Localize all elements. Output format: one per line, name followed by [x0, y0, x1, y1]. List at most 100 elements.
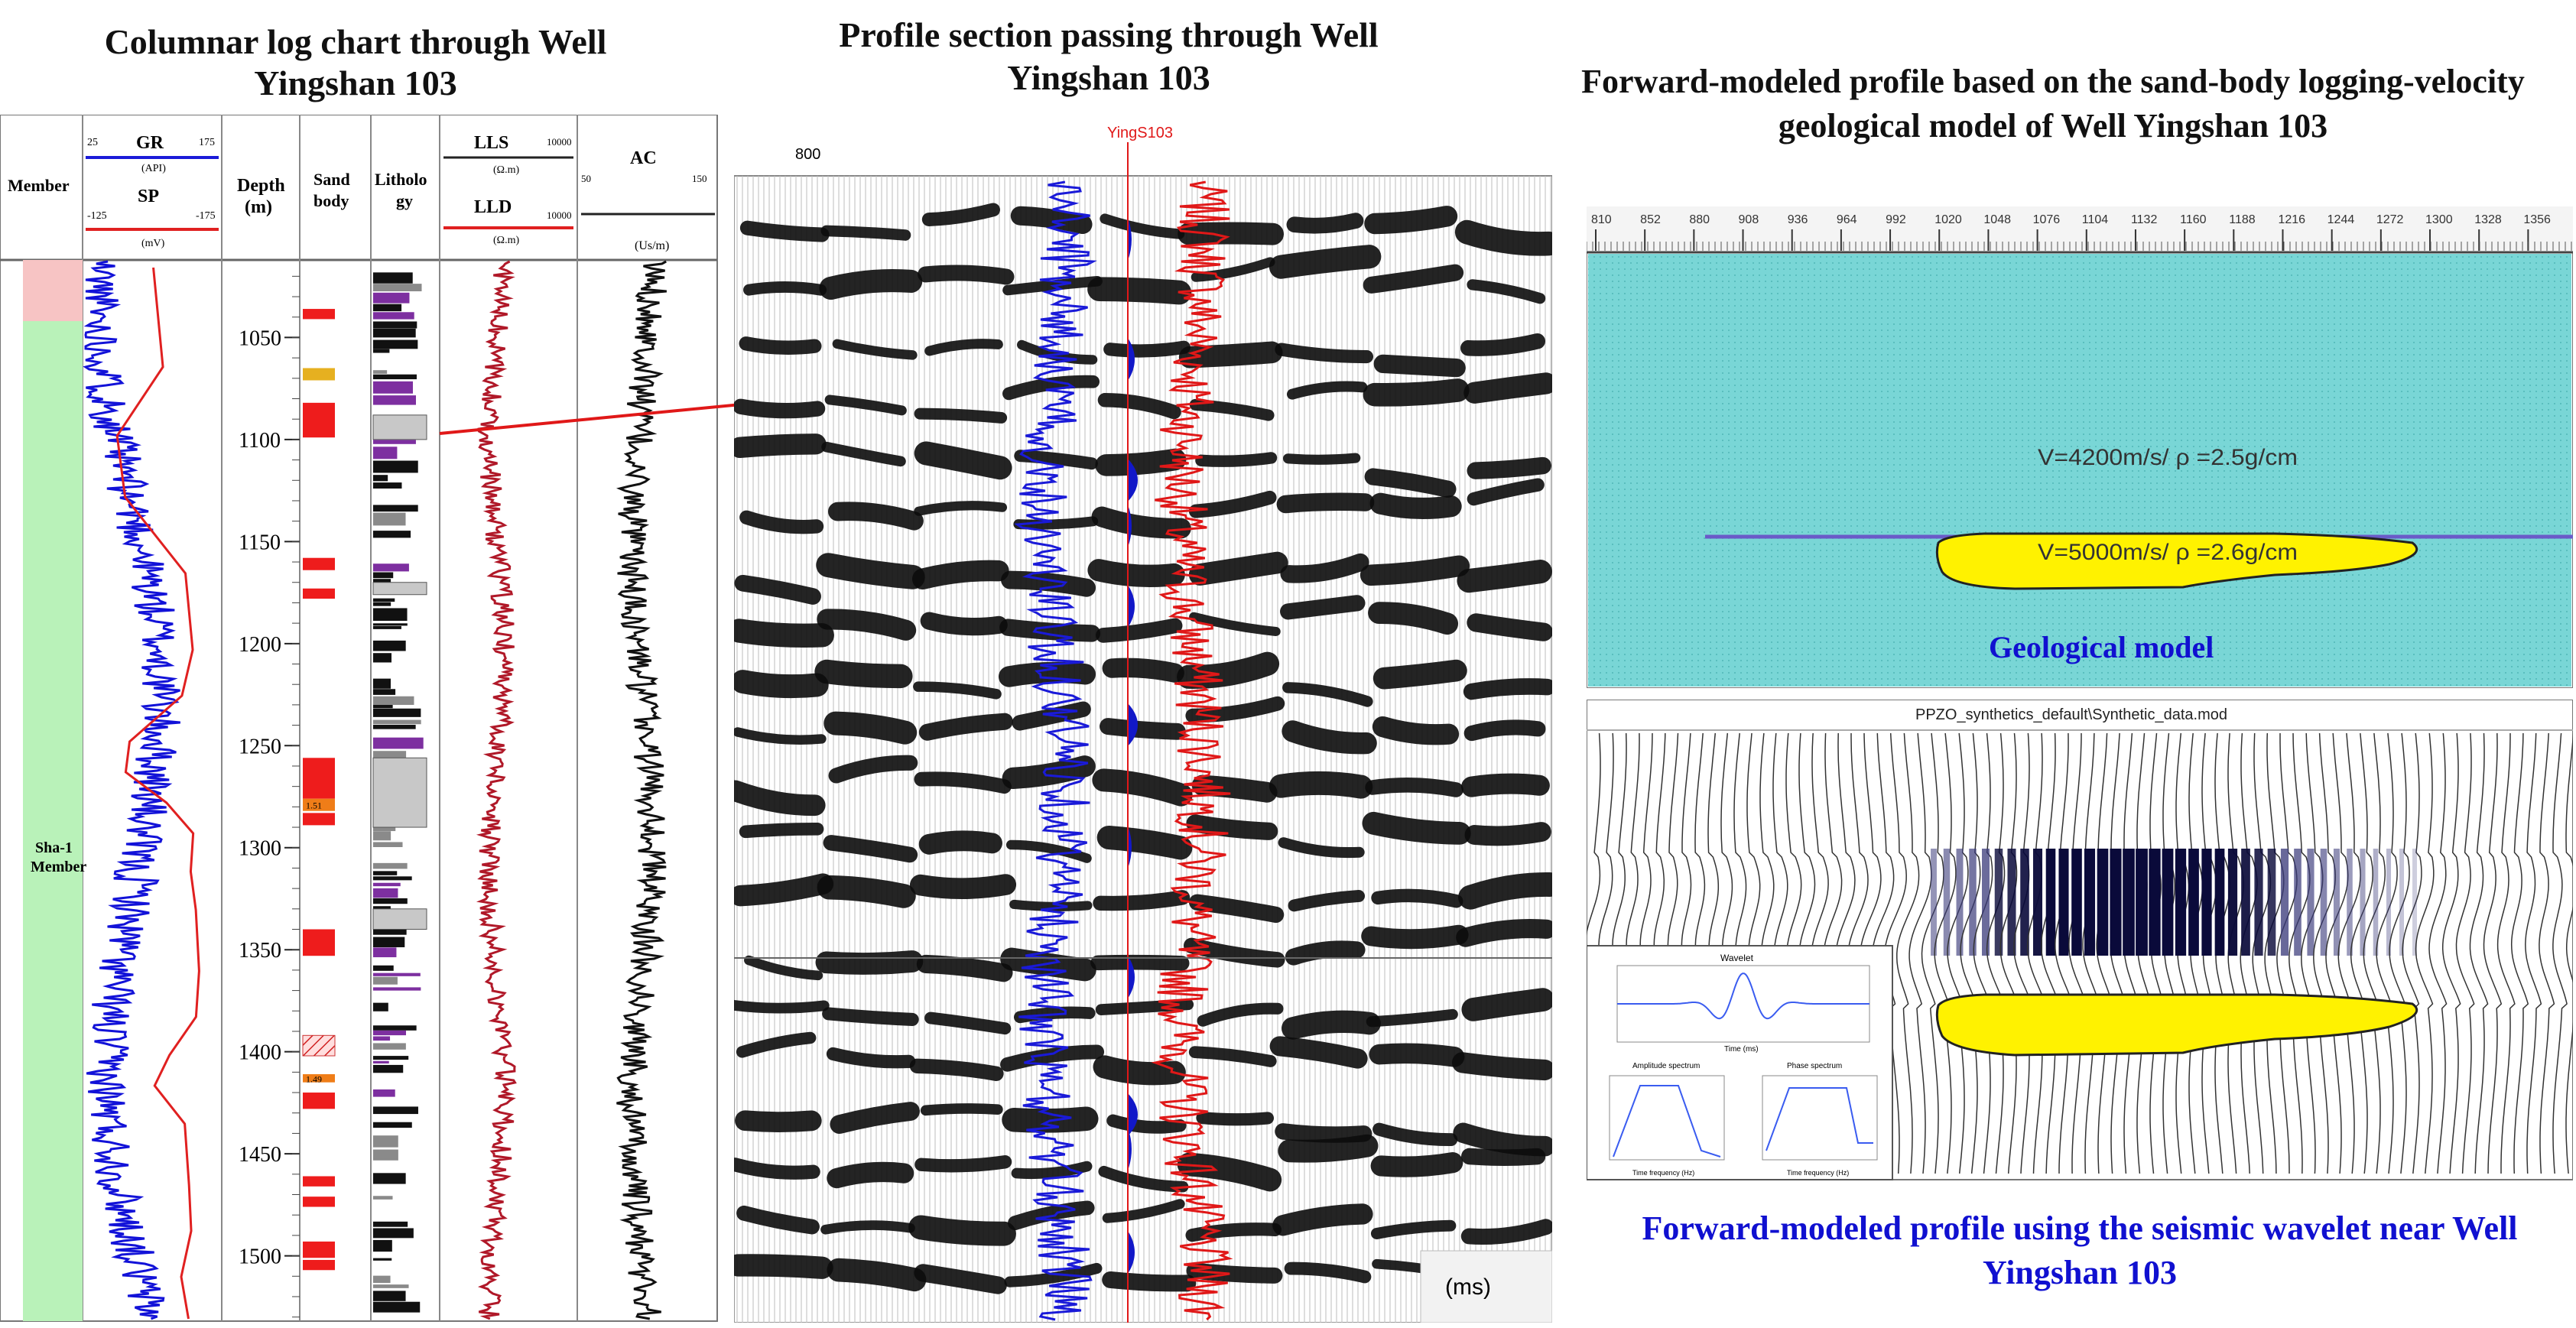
svg-text:-125: -125	[87, 210, 107, 222]
ruler-tick-label: 1160	[2180, 213, 2207, 226]
svg-text:AC: AC	[630, 148, 657, 168]
sand-body	[303, 929, 335, 956]
lls-header: LLS 10000 (Ω.m)	[443, 133, 573, 176]
svg-text:SP: SP	[138, 187, 159, 206]
svg-text:Phase spectrum: Phase spectrum	[1787, 1062, 1842, 1070]
sand-body	[303, 402, 335, 438]
member-sha1-zone	[23, 321, 83, 1321]
sand-body	[303, 758, 335, 799]
ruler-tick-label: 1216	[2278, 213, 2305, 226]
sand-body	[303, 1176, 335, 1187]
ruler-tick-label: 852	[1640, 213, 1661, 226]
member-label-2: Member	[31, 859, 86, 875]
sand-body	[303, 1196, 335, 1207]
sand-body	[303, 1241, 335, 1258]
lld-header: LLD 10000 (Ω.m)	[443, 197, 573, 246]
svg-text:LLS: LLS	[474, 133, 508, 153]
ruler-tick-label: 810	[1591, 213, 1612, 226]
sand-layer-label: V=5000m/s/ ρ =2.6g/cm	[2038, 540, 2298, 565]
depth-tick-label: 1250	[239, 735, 281, 758]
ac-header: 50 150 AC (Us/m)	[581, 148, 715, 252]
depth-tick-label: 1050	[239, 326, 281, 350]
svg-text:150: 150	[692, 173, 707, 184]
sand-header-2: body	[313, 191, 349, 210]
sand-body	[303, 813, 335, 826]
seismic-section-title: Profile section passing through Well Yin…	[839, 15, 1379, 97]
sand-body	[303, 1074, 335, 1083]
svg-text:Wavelet: Wavelet	[1720, 953, 1754, 963]
member-label: Sha-1	[35, 839, 73, 856]
sand-body	[303, 588, 335, 599]
depth-header: Depth	[237, 176, 285, 196]
synthetic-seismic-section: PPZO_synthetics_default\Synthetic_data.m…	[1587, 700, 2573, 1180]
trace-ruler: 810 852 880 908 936 964 992 1020 1048 1076 1104 113…	[1587, 213, 2572, 251]
time-unit-label: (ms)	[1445, 1274, 1491, 1300]
litho-header: Litholo	[375, 170, 427, 189]
svg-text:10000: 10000	[547, 136, 572, 148]
synthetic-title: PPZO_synthetics_default\Synthetic_data.m…	[1915, 706, 2227, 723]
ruler-tick-label: 1244	[2327, 213, 2355, 226]
upper-layer-label: V=4200m/s/ ρ =2.5g/cm	[2038, 445, 2298, 470]
ruler-tick-label: 1188	[2229, 213, 2256, 226]
svg-text:50: 50	[581, 173, 591, 184]
ruler-tick-label: 880	[1689, 213, 1710, 226]
log-curves	[83, 260, 667, 1320]
depth-tick-label: 1150	[239, 531, 281, 554]
geological-model: 810 852 880 908 936 964 992 1020 1048 1076 1104 113…	[1587, 206, 2573, 688]
well-log-overlay	[1014, 180, 1233, 1321]
log-chart-title: Columnar log chart through Well Yingshan…	[104, 22, 607, 102]
sand-body-column: 1.51 1.49	[302, 309, 336, 1271]
sand-body	[303, 798, 335, 811]
ruler-tick-label: 1048	[1983, 213, 2011, 226]
ruler-tick-label: 1356	[2523, 213, 2551, 226]
sand-body-label: 1.49	[306, 1073, 322, 1084]
ruler-tick-label: 1300	[2425, 213, 2453, 226]
svg-text:(Ω.m): (Ω.m)	[493, 164, 519, 176]
depth-tick-label: 1450	[239, 1143, 281, 1167]
well-label: YingS103	[1107, 125, 1173, 141]
sand-body	[303, 1259, 335, 1271]
sp-header: -125 -175 SP (mV)	[86, 187, 219, 249]
trace-number-label: 800	[795, 146, 820, 163]
litho-header-2: gy	[396, 191, 413, 210]
ruler-tick-label: 992	[1886, 213, 1906, 226]
sand-header: Sand	[313, 170, 350, 189]
sand-body	[303, 557, 335, 570]
depth-unit: (m)	[245, 197, 272, 217]
depth-tick-label: 1400	[239, 1041, 281, 1065]
depth-tick-label: 1100	[239, 429, 281, 453]
ruler-tick-label: 1272	[2376, 213, 2404, 226]
ruler-tick-label: 936	[1788, 213, 1808, 226]
sand-body	[303, 309, 335, 320]
synthetic-sand-body	[1935, 993, 2418, 1057]
svg-text:(Ω.m): (Ω.m)	[493, 235, 519, 246]
columnar-log-chart: Member 25 175 GR (API) -125 -175 SP (mV)…	[0, 115, 718, 1322]
wavelet-inset: Wavelet Time (ms) Amplitude spectrum Pha…	[1587, 945, 1893, 1180]
synthetic-caption: Forward-modeled profile using the seismi…	[1642, 1209, 2518, 1291]
svg-text:175: 175	[199, 137, 215, 148]
ruler-tick-label: 908	[1739, 213, 1759, 226]
sand-body-label: 1.51	[306, 800, 322, 811]
ruler-tick-label: 1132	[2131, 213, 2158, 226]
ruler-tick-label: 1104	[2082, 213, 2109, 226]
lithology-column	[372, 272, 427, 1313]
svg-text:Time (ms): Time (ms)	[1724, 1045, 1759, 1054]
sand-body	[302, 1034, 336, 1057]
svg-text:(Us/m): (Us/m)	[635, 239, 669, 252]
member-header: Member	[8, 176, 70, 195]
svg-text:Time frequency (Hz): Time frequency (Hz)	[1787, 1169, 1849, 1177]
ruler-tick-label: 964	[1837, 213, 1857, 226]
gr-header: 25 175 GR (API)	[86, 133, 219, 174]
svg-text:10000: 10000	[547, 209, 572, 221]
ruler-tick-label: 1076	[2033, 213, 2061, 226]
svg-text:LLD: LLD	[474, 197, 512, 217]
depth-tick-label: 1500	[239, 1245, 281, 1269]
svg-text:Time frequency (Hz): Time frequency (Hz)	[1632, 1169, 1694, 1177]
svg-text:Amplitude spectrum: Amplitude spectrum	[1632, 1062, 1700, 1070]
svg-text:GR: GR	[136, 133, 164, 153]
depth-tick-label: 1200	[239, 633, 281, 657]
geological-model-caption: Geological model	[1989, 630, 2214, 664]
sand-body	[303, 368, 335, 381]
svg-text:-175: -175	[196, 210, 216, 222]
sand-body-shape	[1935, 532, 2418, 590]
